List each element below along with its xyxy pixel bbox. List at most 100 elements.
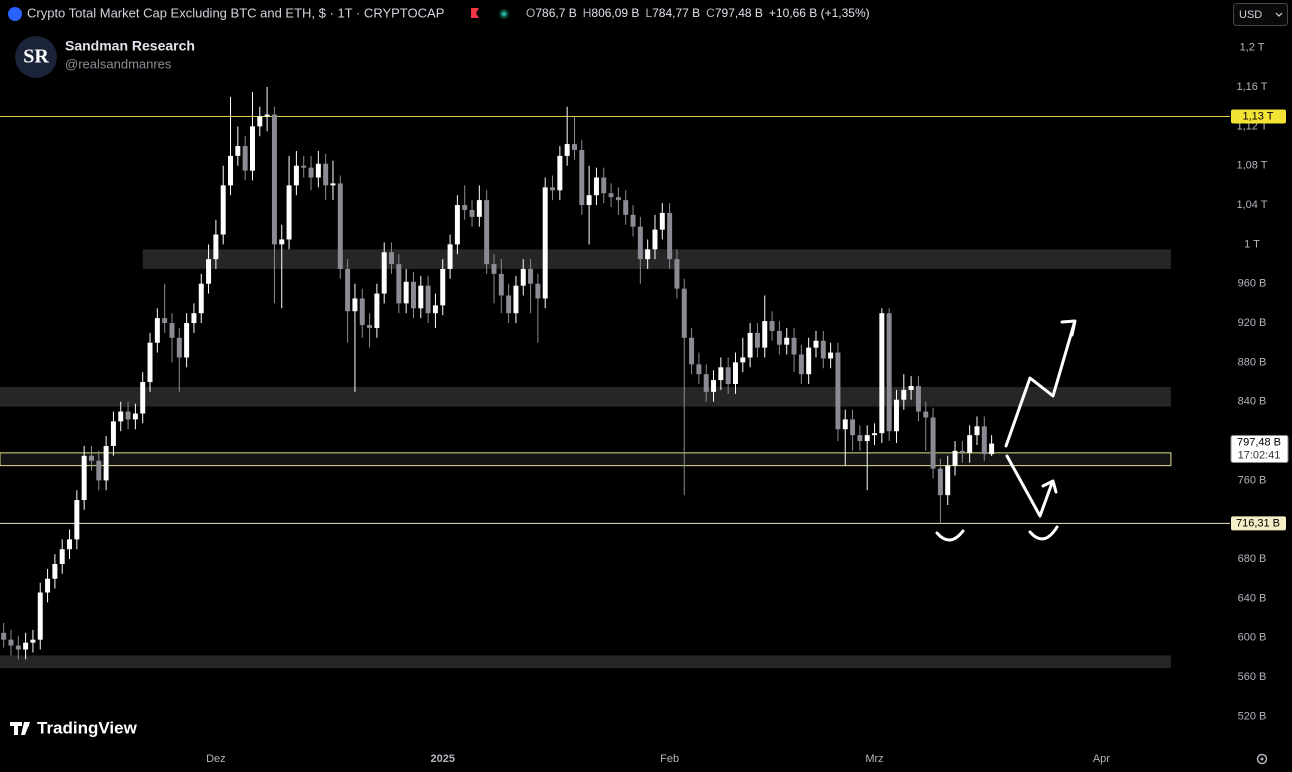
ohlc-value: 784,77 B [652, 6, 700, 20]
level-label-box [1231, 109, 1286, 124]
flag-icon[interactable] [471, 8, 479, 18]
hand-drawn-annotations [935, 319, 1077, 542]
candle-body [169, 323, 175, 338]
candle-body [88, 455, 94, 461]
brand-name: TradingView [37, 718, 138, 737]
candle-body [857, 435, 863, 442]
candle-body [418, 285, 424, 309]
candle-body [813, 340, 819, 348]
ohlc-key: H [583, 6, 592, 20]
x-tick-label: Mrz [865, 753, 883, 765]
candle-body [389, 252, 395, 265]
zone [0, 386, 1171, 407]
candle-body [52, 563, 58, 579]
candle-body [206, 259, 212, 284]
candle-body [623, 200, 629, 215]
candle-body [425, 285, 431, 314]
candle-body [37, 592, 43, 640]
candle-body [784, 337, 790, 345]
candle-body [959, 450, 965, 453]
candle-body [491, 264, 497, 274]
candle-body [659, 212, 665, 230]
y-tick-label: 600 B [1238, 632, 1267, 644]
level-label-box [1231, 516, 1286, 531]
candle-body [776, 330, 782, 345]
candle-body [484, 200, 490, 265]
candle-body [923, 411, 929, 418]
y-tick-label: 1,08 T [1237, 160, 1268, 172]
candle-body [872, 433, 878, 436]
candle-body [162, 318, 168, 324]
candle-body [828, 352, 834, 359]
x-tick-label: Apr [1093, 753, 1110, 765]
candle-body [696, 364, 702, 375]
settings-icon-center[interactable] [1260, 757, 1264, 761]
candle-body [8, 639, 14, 646]
candle-body [564, 144, 570, 156]
candle-body [637, 226, 643, 260]
zone [142, 249, 1171, 269]
candle-body [132, 413, 138, 420]
candle-body [528, 268, 534, 284]
candle-body [579, 149, 585, 206]
candle-body [30, 639, 36, 643]
candle-body [257, 116, 263, 127]
candle-body [286, 185, 292, 240]
y-tick-label: 880 B [1238, 356, 1267, 368]
candle-body [747, 332, 753, 358]
currency-select[interactable] [1233, 3, 1288, 26]
candle-body [103, 445, 109, 481]
candle-body [513, 285, 519, 314]
candle-body [945, 465, 951, 496]
candle-body [454, 205, 460, 245]
y-tick-label: 1,2 T [1240, 42, 1265, 54]
candle-body [447, 244, 453, 269]
candle-body [476, 200, 482, 217]
bar-countdown: 17:02:41 [1238, 449, 1281, 461]
candle-body [667, 212, 673, 260]
status-dot [501, 11, 507, 17]
candle-body [96, 460, 102, 481]
ohlc-value: 786,7 B [535, 6, 576, 20]
y-tick-label: 760 B [1238, 474, 1267, 486]
candle-body [798, 354, 804, 375]
candle-body [381, 252, 387, 294]
candle-body [674, 259, 680, 289]
up-arrow [1004, 322, 1076, 448]
symbol-title: Crypto Total Market Cap Excluding BTC an… [27, 5, 444, 20]
ohlc-change: +10,66 B (+1,35%) [769, 6, 870, 20]
candle-body [608, 193, 614, 198]
x-tick-label: Feb [660, 753, 679, 765]
settings-icon[interactable] [1256, 753, 1268, 765]
candle-body [403, 281, 409, 304]
candle-body [740, 357, 746, 363]
currency-label[interactable]: USD [1239, 9, 1262, 21]
candle-body [893, 399, 899, 432]
candle-body [842, 419, 848, 430]
ohlc-value: 797,48 B [715, 6, 763, 20]
candle-body [615, 197, 621, 201]
candle-body [542, 187, 548, 299]
author-logo-text: SR [23, 46, 49, 68]
candle-body [586, 195, 592, 206]
candle-body [886, 313, 892, 432]
candle-body [271, 114, 277, 245]
down-up-arrow [1005, 454, 1054, 518]
dropdown-caret[interactable] [1275, 12, 1283, 17]
candle-body [154, 318, 160, 343]
author-logo [15, 36, 57, 78]
candle-body [176, 337, 182, 358]
y-tick-label: 840 B [1238, 396, 1267, 408]
arrow-head [1060, 319, 1077, 337]
candle-body [601, 177, 607, 194]
candle-body [367, 325, 373, 328]
candle-body [301, 165, 307, 168]
candle-body [118, 411, 124, 422]
candle-body [725, 367, 731, 385]
candle-body [67, 539, 73, 550]
candle-body [359, 298, 365, 326]
candle-body [125, 411, 131, 420]
candle-body [293, 165, 299, 186]
arrow-head [1041, 479, 1058, 494]
